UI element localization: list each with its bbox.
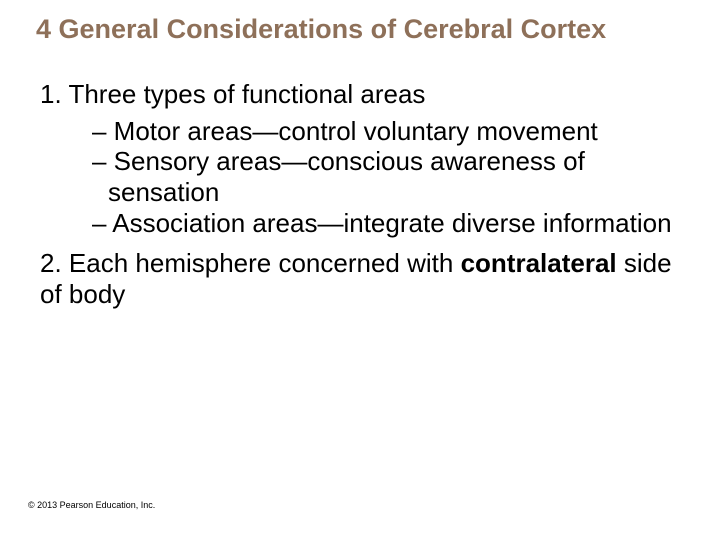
point-1-sublist: – Motor areas—control voluntary movement…: [40, 116, 692, 239]
slide-container: 4 General Considerations of Cerebral Cor…: [0, 0, 720, 540]
slide-body: 1. Three types of functional areas – Mot…: [28, 79, 692, 310]
sub-1c: – Association areas—integrate diverse in…: [92, 208, 692, 239]
point-2-bold: contralateral: [461, 248, 617, 278]
slide-title: 4 General Considerations of Cerebral Cor…: [28, 14, 692, 45]
sub-1b: – Sensory areas—conscious awareness of s…: [92, 146, 692, 207]
copyright-text: © 2013 Pearson Education, Inc.: [28, 500, 155, 510]
sub-1a: – Motor areas—control voluntary movement: [92, 116, 692, 147]
point-2: 2. Each hemisphere concerned with contra…: [40, 248, 692, 309]
point-1: 1. Three types of functional areas: [40, 79, 692, 110]
point-2-pre: 2. Each hemisphere concerned with: [40, 248, 461, 278]
